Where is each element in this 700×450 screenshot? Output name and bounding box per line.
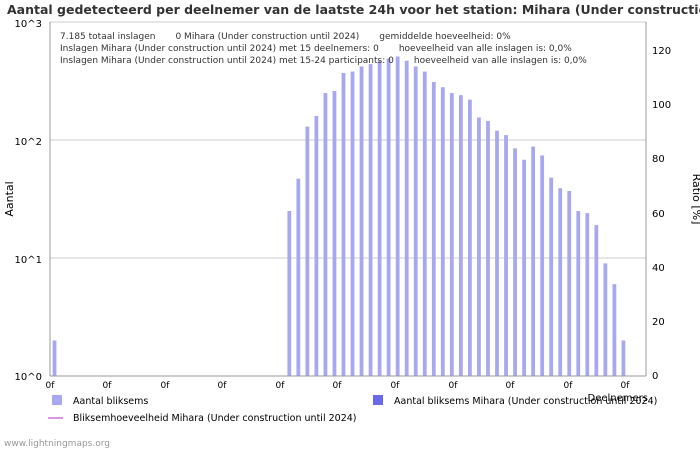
bar (576, 211, 581, 376)
bar (287, 211, 292, 376)
bar (612, 284, 617, 376)
x-tick-label: 0f (391, 381, 401, 391)
bar (504, 135, 508, 376)
bar (440, 87, 445, 376)
x-tick-label: 0f (161, 381, 171, 391)
bar (621, 340, 626, 376)
bar (404, 60, 409, 377)
legend-swatch-aantal-bliksems-mihara (373, 395, 383, 405)
y-tick-label: 10^3 (15, 19, 42, 30)
bar (368, 64, 373, 377)
y2-axis-label: Ratio [%] (690, 174, 700, 225)
bar (549, 177, 554, 376)
bar (341, 72, 346, 376)
bar (305, 126, 310, 376)
bar (413, 66, 418, 377)
y-axis-label: Aantal (3, 181, 16, 216)
annotation-line: Inslagen Mihara (Under construction unti… (60, 56, 587, 66)
bar (296, 178, 301, 376)
watermark: www.lightningmaps.org (4, 439, 110, 449)
y2-tick-label: 100 (652, 100, 671, 111)
x-tick-label: 0f (621, 381, 631, 391)
legend-label: Bliksemhoeveelheid Mihara (Under constru… (73, 413, 356, 424)
x-tick-label: 0f (46, 381, 56, 391)
legend-swatch-aantal-bliksems (52, 395, 62, 405)
x-axis-label: Deelnemers (588, 393, 649, 404)
bar (323, 93, 328, 376)
x-tick-label: 0f (564, 381, 574, 391)
bar (585, 213, 590, 376)
x-tick-label: 0f (218, 381, 228, 391)
stats-annotations: 7.185 totaal inslagen 0 Mihara (Under co… (60, 32, 587, 66)
y2-tick-label: 120 (652, 46, 671, 57)
y2-tick-label: 20 (652, 317, 665, 328)
y-tick-label: 10^0 (15, 372, 42, 383)
bar (395, 56, 400, 377)
y2-axis-ticks: 120 100 80 60 40 20 0 (652, 46, 671, 382)
x-tick-label: 0f (103, 381, 113, 391)
bar (449, 93, 454, 376)
bar (486, 120, 490, 376)
bar (558, 188, 563, 376)
bar (52, 340, 57, 376)
y-tick-label: 10^1 (15, 255, 42, 266)
annotation-line: Inslagen Mihara (Under construction unti… (60, 44, 572, 54)
bar (359, 66, 364, 377)
legend-label: Aantal bliksems Mihara (Under constructi… (394, 396, 657, 407)
annotation-line: 7.185 totaal inslagen 0 Mihara (Under co… (60, 32, 511, 42)
bar (531, 146, 536, 376)
legend-label: Aantal bliksems (73, 396, 148, 407)
y-tick-label: 10^2 (15, 137, 42, 148)
y-axis-ticks: 10^3 10^2 10^1 10^0 (15, 19, 42, 383)
axes (49, 22, 647, 377)
x-tick-label: 0f (506, 381, 516, 391)
bar (540, 155, 545, 376)
x-tick-label: 0f (333, 381, 343, 391)
bar (377, 60, 382, 377)
y2-tick-label: 0 (652, 371, 658, 382)
bar (513, 148, 517, 376)
y2-tick-label: 60 (652, 209, 665, 220)
bars (52, 56, 626, 377)
bar (477, 117, 481, 376)
bar (468, 99, 472, 377)
bar (603, 263, 608, 376)
bar (594, 225, 599, 376)
x-axis-ticks: 0f 0f 0f 0f 0f 0f 0f 0f 0f 0f 0f (46, 381, 631, 391)
bar (350, 71, 355, 376)
x-tick-label: 0f (449, 381, 459, 391)
bar (522, 159, 526, 376)
chart-title: Aantal gedetecteerd per deelnemer van de… (7, 2, 700, 17)
x-tick-label: 0f (276, 381, 286, 391)
y2-tick-label: 80 (652, 154, 665, 165)
bar (495, 130, 499, 376)
bar (458, 95, 463, 376)
legend: Aantal bliksems Aantal bliksems Mihara (… (48, 395, 657, 424)
bar (332, 91, 337, 376)
bar (431, 82, 436, 376)
bar (567, 190, 572, 376)
bar (422, 71, 427, 376)
bar (314, 115, 319, 376)
bar (386, 58, 391, 377)
plot-area (50, 22, 646, 376)
y2-tick-label: 40 (652, 263, 665, 274)
